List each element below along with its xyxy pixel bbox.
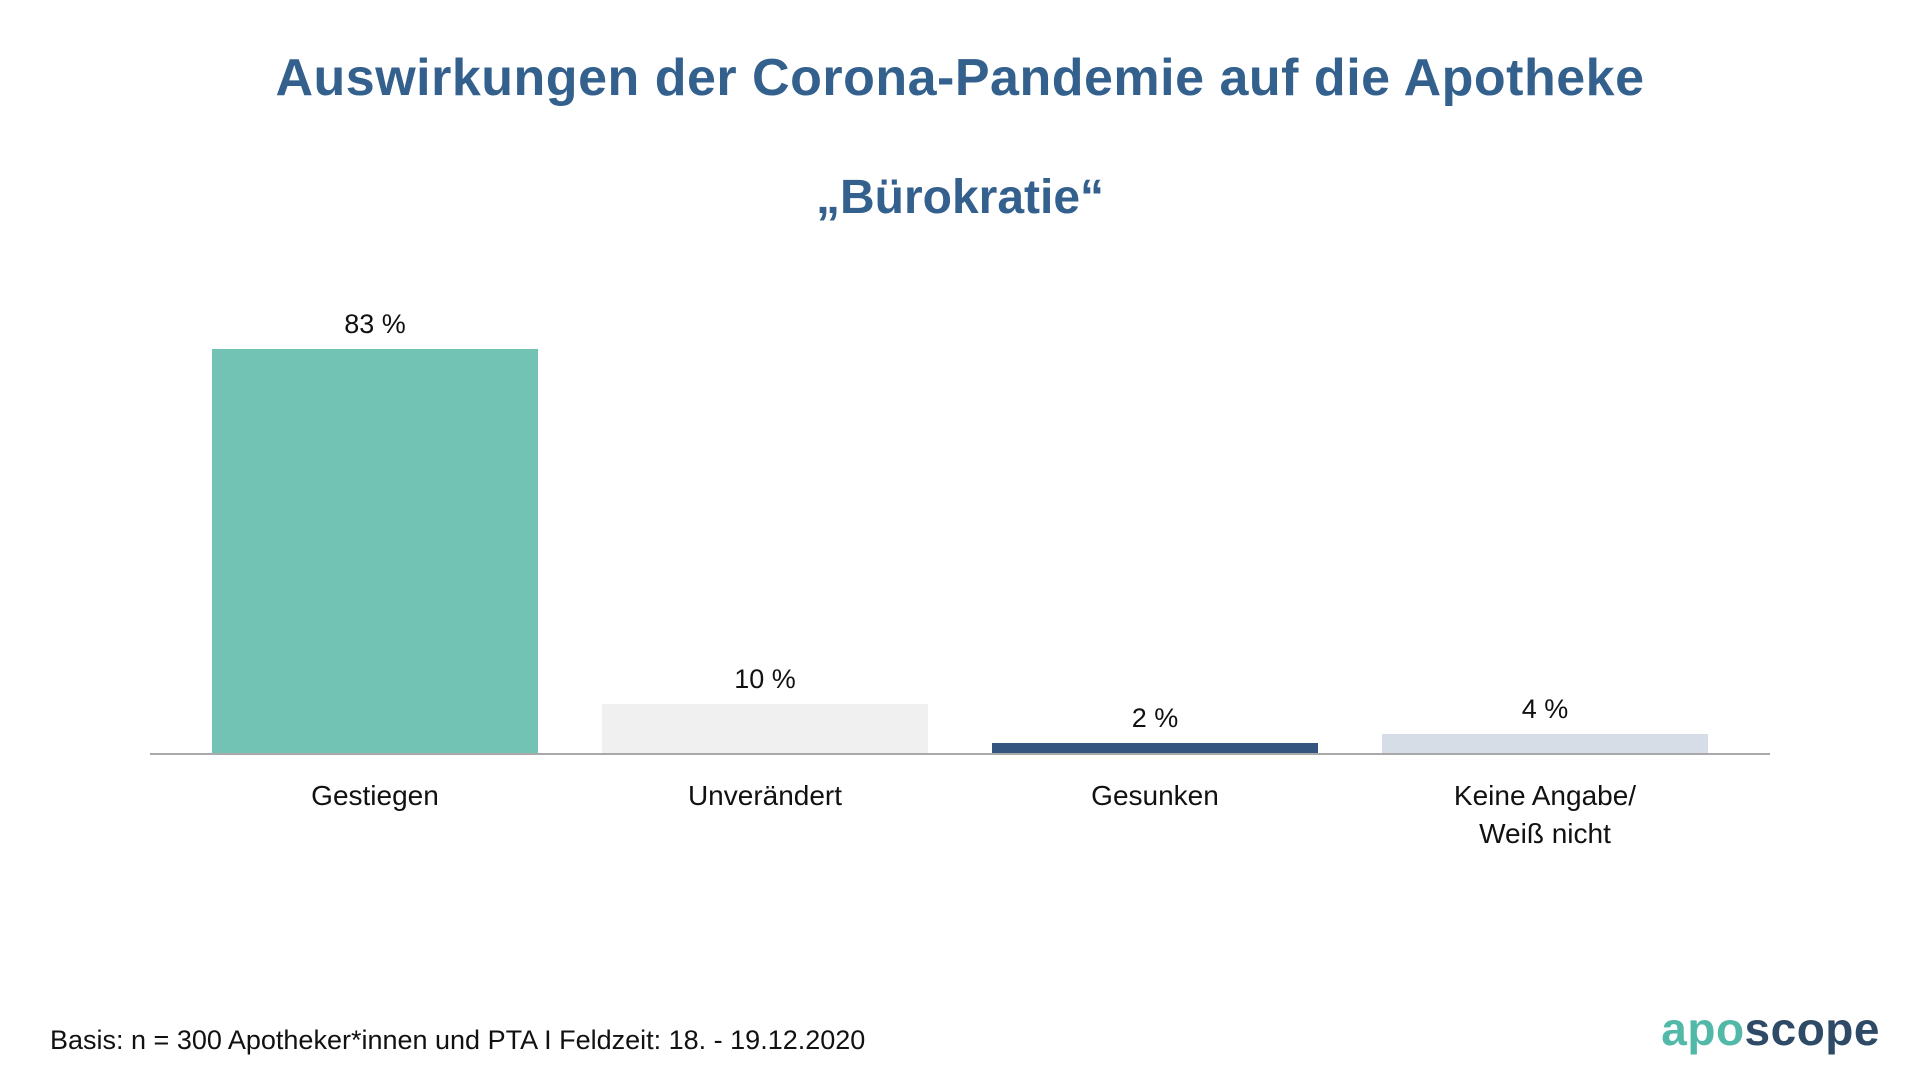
chart-column: 10 % xyxy=(570,664,960,753)
bar-chart: 83 % 10 % 2 % 4 % Gestiegen Unverändert Gesun… xyxy=(150,291,1770,853)
category-label: Unverändert xyxy=(687,780,843,811)
basis-note: Basis: n = 300 Apotheker*innen und PTA I… xyxy=(50,1025,866,1055)
logo-text-scope: scope xyxy=(1744,1003,1880,1055)
footer: Basis: n = 300 Apotheker*innen und PTA I… xyxy=(50,1002,1880,1056)
chart-subtitle: „Bürokratie“ xyxy=(815,171,1105,224)
category-label: Gestiegen xyxy=(311,780,439,811)
category-label: Keine Angabe/ Weiß nicht xyxy=(1453,780,1637,849)
bar xyxy=(1382,734,1708,753)
aposcope-logo: aposcope xyxy=(1661,1002,1880,1056)
chart-title: Auswirkungen der Corona-Pandemie auf die… xyxy=(275,49,1645,107)
bar-value-label: 4 % xyxy=(1521,694,1569,724)
x-axis-labels: Gestiegen Unverändert Gesunken Keine Angabe… xyxy=(150,777,1770,853)
bar xyxy=(992,743,1318,753)
bar-chart-plot-area: 83 % 10 % 2 % 4 % xyxy=(150,291,1770,753)
chart-column: 83 % xyxy=(180,309,570,753)
bar xyxy=(212,349,538,753)
logo-text-apo: apo xyxy=(1661,1003,1745,1055)
bar-value-label: 2 % xyxy=(1131,703,1179,733)
chart-column: 2 % xyxy=(960,703,1350,753)
x-axis-line xyxy=(150,753,1770,755)
bar-value-label: 83 % xyxy=(344,309,406,339)
category-label: Gesunken xyxy=(1091,780,1219,811)
bar-value-label: 10 % xyxy=(734,664,796,694)
chart-column: 4 % xyxy=(1350,694,1740,753)
bar xyxy=(602,704,928,753)
